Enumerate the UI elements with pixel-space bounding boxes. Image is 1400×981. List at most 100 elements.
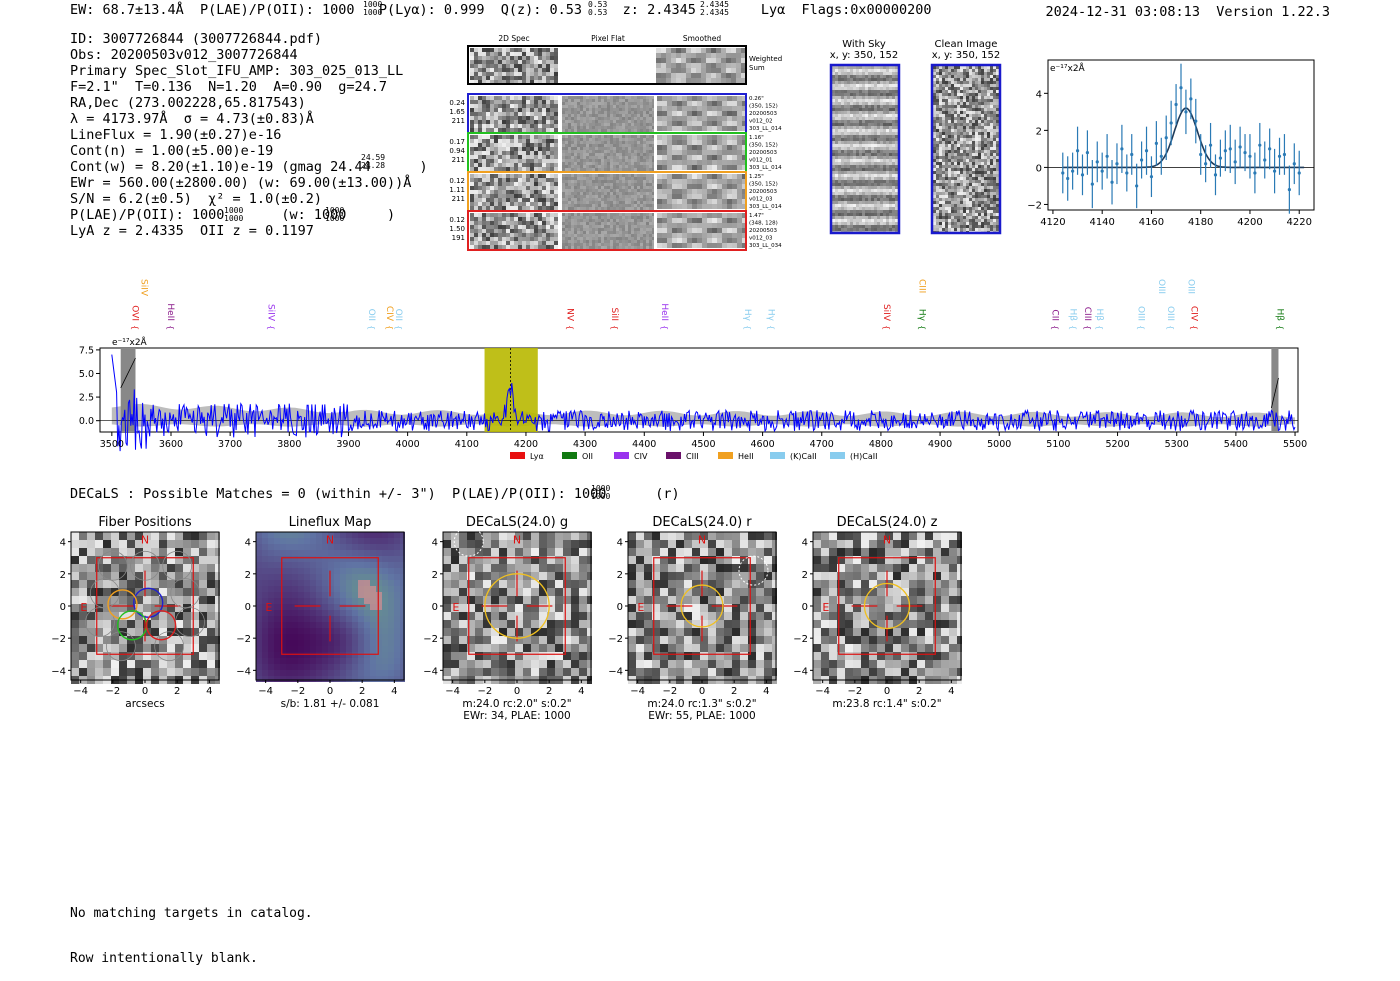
y-tick-label: −2 (423, 634, 438, 645)
info-line: RA,Dec (273.002228,65.817543) (70, 95, 428, 111)
noise-image (562, 135, 655, 171)
cutout-divider (559, 94, 562, 133)
fiber-row-meta: (348, 128) (749, 221, 778, 227)
header-text: EW: 68.7±13.4Å P(LAE)/P(OII): 1000 P(Lyα… (70, 2, 932, 18)
data-point (1248, 155, 1251, 158)
line-id-label: CIV (384, 306, 394, 322)
y-tick-label: −4 (236, 666, 251, 677)
x-tick-label: 3900 (336, 439, 360, 450)
y-tick-label: 0 (802, 602, 808, 613)
east-label: E (637, 601, 644, 614)
legend-swatch (614, 452, 629, 459)
info-line: Obs: 20200503v012_3007726844 (70, 47, 428, 63)
data-point (1189, 97, 1192, 100)
data-point (1071, 170, 1074, 173)
north-label: N (513, 533, 521, 546)
noise-image (657, 174, 747, 209)
summary-header: EW: 68.7±13.4Å P(LAE)/P(OII): 1000 P(Lyα… (70, 2, 932, 18)
line-id-label-tick: { (767, 325, 776, 330)
line-id-label: HeII (659, 303, 669, 321)
x-tick-label: 4200 (514, 439, 538, 450)
noise-image (562, 174, 655, 210)
line-id-label: SiIV (881, 304, 891, 322)
spectrum-unit-label: e⁻¹⁷x2Å (112, 336, 148, 348)
line-id-label: OII (393, 309, 403, 321)
data-point (1140, 158, 1143, 161)
line-id-label-high: OIII (1156, 279, 1166, 294)
x-tick-label: 3800 (277, 439, 301, 450)
fiber-row-meta: 20200503 (749, 150, 777, 156)
weighted-label: Weighted (749, 55, 782, 63)
data-point (1239, 145, 1242, 148)
fiber-row-meta: (350, 152) (749, 182, 778, 188)
x-tick-label: 4900 (928, 439, 952, 450)
line-id-label: NV (564, 308, 574, 322)
data-point (1150, 175, 1153, 178)
data-point (1243, 151, 1246, 154)
panel-caption: m:24.0 rc:1.3" s:0.2" (647, 698, 756, 710)
fiber-row-stat: 211 (452, 117, 465, 125)
x-tick-label: 2 (174, 686, 180, 697)
line-id-label: OVI (130, 305, 140, 321)
x-tick-label: 4 (948, 686, 954, 697)
fiber-row-meta: 20200503 (749, 228, 777, 234)
legend-swatch (666, 452, 681, 459)
lineflux-map-image (256, 532, 405, 682)
noise-image (657, 213, 747, 248)
panel-caption: m:24.0 rc:2.0" s:0.2" (462, 698, 571, 710)
data-point (1253, 171, 1256, 174)
x-tick-label: 5100 (1046, 439, 1070, 450)
panel-title: DECaLS(24.0) z (837, 515, 938, 530)
plae-w-lower: 1000 (325, 215, 344, 223)
data-point (1101, 170, 1104, 173)
legend-swatch (510, 452, 525, 459)
x-tick-label: 4 (206, 686, 212, 697)
x-tick-label: 4600 (751, 439, 775, 450)
y-tick-label: 2 (802, 570, 808, 581)
weighted-label: Sum (749, 64, 765, 72)
x-tick-label: 4 (763, 686, 769, 697)
info-line: P(LAE)/P(OII): 1000 (w: 1000 ) (70, 207, 428, 223)
fiber-row-meta: v012_03 (749, 236, 773, 242)
data-point (1106, 155, 1109, 158)
zoom-unit-label: e⁻¹⁷x2Å (1050, 62, 1086, 74)
x-tick-label: 4200 (1237, 217, 1262, 228)
fiber-row-stat: 1.11 (449, 186, 465, 194)
y-tick-label: 2 (617, 570, 623, 581)
cutout-divider (654, 172, 657, 211)
line-id-label: CII (1050, 309, 1060, 321)
data-point (1081, 173, 1084, 176)
line-id-label-tick: { (1190, 325, 1199, 330)
data-point (1263, 158, 1266, 161)
fiber-row-meta: 303_LL_014 (749, 204, 782, 210)
east-label: E (80, 601, 87, 614)
fiber-row-stat: 191 (452, 234, 465, 242)
legend-label: CIII (686, 452, 699, 461)
legend-label: (K)CaII (790, 452, 817, 461)
y-tick-label: −4 (423, 666, 438, 677)
footer-line-2: Row intentionally blank. (70, 951, 313, 966)
header-z-lower: 2.4345 (700, 9, 729, 17)
x-tick-label: −4 (630, 686, 645, 697)
cutout-divider (654, 94, 657, 133)
y-tick-label: −4 (608, 666, 623, 677)
cutout-column-title: Pixel Flat (591, 34, 625, 43)
fiber-row-stat: 0.12 (449, 216, 465, 224)
data-point (1066, 177, 1069, 180)
decals-summary: DECaLS : Possible Matches = 0 (within +/… (70, 486, 680, 502)
panel-caption: arcsecs (125, 698, 164, 710)
x-tick-label: 4100 (455, 439, 479, 450)
fiber-row-meta: v012_01 (749, 158, 773, 164)
data-point (1224, 149, 1227, 152)
cutout-divider (559, 172, 562, 211)
data-point (1179, 86, 1182, 89)
x-tick-label: 5000 (987, 439, 1011, 450)
x-tick-label: 0 (699, 686, 705, 697)
north-label: N (883, 533, 891, 546)
